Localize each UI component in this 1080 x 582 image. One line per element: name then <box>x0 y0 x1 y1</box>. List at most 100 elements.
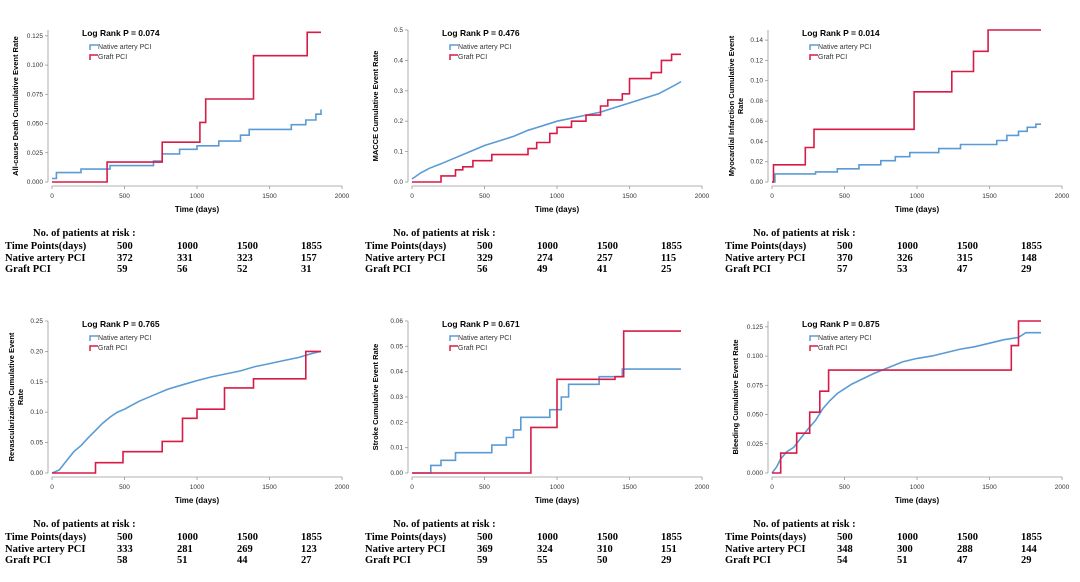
x-tick-label: 500 <box>839 484 850 491</box>
x-axis-label: Time (days) <box>895 496 940 505</box>
risk-table-title: No. of patients at risk : <box>33 519 136 530</box>
x-tick-label: 1500 <box>982 484 997 491</box>
y-tick-label: 0.02 <box>750 159 763 166</box>
risk-count-cell: 324 <box>537 543 553 555</box>
risk-count-cell: 29 <box>1021 555 1032 566</box>
y-tick-label: 0.08 <box>750 98 763 105</box>
risk-count-cell: 1500 <box>597 241 618 252</box>
risk-row-native-artery-pci: Native artery PCI 369 324 310 151 <box>365 544 705 556</box>
risk-table-revascularization: No. of patients at risk : Time Points(day… <box>5 519 355 579</box>
risk-count-cell: 1000 <box>897 241 918 252</box>
y-tick-label: 0.01 <box>390 445 403 452</box>
x-axis-label: Time (days) <box>535 496 580 505</box>
risk-row-time-points: Time Points(days) 500 1000 1500 1855 <box>365 241 705 253</box>
risk-count-cell: 55 <box>537 555 548 566</box>
km-panel-stroke: 0 500 1000 1500 2000 0.00 0.01 0.02 0.03 0.04 0.05… <box>360 291 720 582</box>
risk-count-cell: 44 <box>237 555 248 566</box>
x-axis-label: Time (days) <box>175 496 220 505</box>
risk-row-native-artery-pci: Native artery PCI 329 274 257 115 <box>365 253 705 265</box>
x-tick-label: 1500 <box>622 484 637 491</box>
y-tick-label: 0.12 <box>750 57 763 64</box>
y-tick-label: 0.5 <box>394 27 403 34</box>
risk-row-graft-pci: Graft PCI 57 53 47 29 <box>725 264 1065 276</box>
y-axis-label-line: Myocardial Infarction Cumulative Event <box>727 35 736 176</box>
risk-count-cell: 500 <box>477 532 493 543</box>
risk-count-cell: 41 <box>597 264 608 275</box>
y-tick-label: 0.125 <box>27 33 44 40</box>
risk-count-cell: 323 <box>237 252 253 264</box>
legend-swatch <box>89 345 98 351</box>
graft-pci-curve <box>772 29 1041 183</box>
risk-row-label: Native artery PCI <box>5 543 86 555</box>
risk-count-cell: 1855 <box>1021 241 1042 252</box>
risk-count-cell: 29 <box>1021 264 1032 275</box>
risk-count-cell: 1855 <box>301 532 322 543</box>
risk-count-cell: 500 <box>837 241 853 252</box>
y-tick-label: 0.00 <box>30 470 43 477</box>
native-artery-pci-curve <box>51 350 322 474</box>
y-tick-label: 0.050 <box>747 412 764 419</box>
y-axis-label-line: Rate <box>736 98 745 114</box>
legend-label: Graft PCI <box>98 345 127 352</box>
risk-count-cell: 144 <box>1021 543 1037 555</box>
risk-count-cell: 274 <box>537 252 553 264</box>
risk-row-label: Graft PCI <box>725 264 771 275</box>
risk-count-cell: 47 <box>957 264 968 275</box>
legend-swatch <box>809 44 818 50</box>
risk-count-cell: 300 <box>897 543 913 555</box>
risk-count-cell: 329 <box>477 252 493 264</box>
x-tick-label: 2000 <box>335 484 350 491</box>
y-tick-label: 0.2 <box>394 118 403 125</box>
risk-row-label: Graft PCI <box>5 555 51 566</box>
risk-count-cell: 1855 <box>661 241 682 252</box>
risk-count-cell: 326 <box>897 252 913 264</box>
x-tick-label: 1500 <box>262 484 277 491</box>
risk-row-label: Graft PCI <box>725 555 771 566</box>
risk-count-cell: 1000 <box>537 532 558 543</box>
y-axis-label: All-cause Death Cumulative Event Rate <box>11 36 20 176</box>
log-rank-label: Log Rank P = 0.765 <box>82 319 160 329</box>
risk-count-cell: 281 <box>177 543 193 555</box>
legend-label: Graft PCI <box>458 54 487 61</box>
y-tick-label: 0.075 <box>747 382 764 389</box>
risk-row-label: Time Points(days) <box>725 241 807 252</box>
km-panel-all-cause-death: 0 500 1000 1500 2000 0.000 0.025 0.050 0.075 0.10… <box>0 0 360 291</box>
x-tick-label: 0 <box>50 193 54 200</box>
risk-count-cell: 500 <box>117 532 133 543</box>
risk-count-cell: 50 <box>597 555 608 566</box>
x-tick-label: 2000 <box>335 193 350 200</box>
y-tick-label: 0.025 <box>27 150 44 157</box>
risk-count-cell: 1000 <box>897 532 918 543</box>
risk-table-title: No. of patients at risk : <box>393 228 496 239</box>
risk-row-label: Native artery PCI <box>5 252 86 264</box>
native-artery-pci-curve <box>412 368 681 474</box>
legend-label: Graft PCI <box>818 345 847 352</box>
graft-pci-curve <box>52 31 321 183</box>
y-axis-label: Myocardial Infarction Cumulative EventRa… <box>727 35 745 176</box>
x-tick-label: 2000 <box>695 484 710 491</box>
km-panel-bleeding: 0 500 1000 1500 2000 0.000 0.025 0.050 0.075 0.10… <box>720 291 1080 582</box>
legend-swatch <box>809 345 818 351</box>
risk-row-label: Time Points(days) <box>5 241 87 252</box>
native-artery-pci-curve <box>771 331 1041 474</box>
y-axis-label: Revascularization Cumulative EventRate <box>7 332 25 461</box>
risk-row-label: Graft PCI <box>365 555 411 566</box>
x-tick-label: 1000 <box>190 193 205 200</box>
risk-count-cell: 47 <box>957 555 968 566</box>
x-tick-label: 0 <box>770 193 774 200</box>
y-axis-label-line: Rate <box>16 389 25 405</box>
y-tick-label: 0.14 <box>750 37 763 44</box>
chart-revascularization: 0 500 1000 1500 2000 0.00 0.05 0.10 0.15 0.20 0.25… <box>7 318 350 505</box>
km-panel-myocardial-infarction: 0 500 1000 1500 2000 0.00 0.02 0.04 0.06 0.08 0.10… <box>720 0 1080 291</box>
risk-count-cell: 348 <box>837 543 853 555</box>
risk-table-title: No. of patients at risk : <box>33 228 136 239</box>
x-tick-label: 500 <box>119 484 130 491</box>
log-rank-label: Log Rank P = 0.875 <box>802 319 880 329</box>
legend-label: Graft PCI <box>98 54 127 61</box>
risk-count-cell: 123 <box>301 543 317 555</box>
risk-count-cell: 148 <box>1021 252 1037 264</box>
x-tick-label: 500 <box>479 193 490 200</box>
risk-row-time-points: Time Points(days) 500 1000 1500 1855 <box>5 532 345 544</box>
risk-row-label: Graft PCI <box>365 264 411 275</box>
risk-count-cell: 52 <box>237 264 248 275</box>
